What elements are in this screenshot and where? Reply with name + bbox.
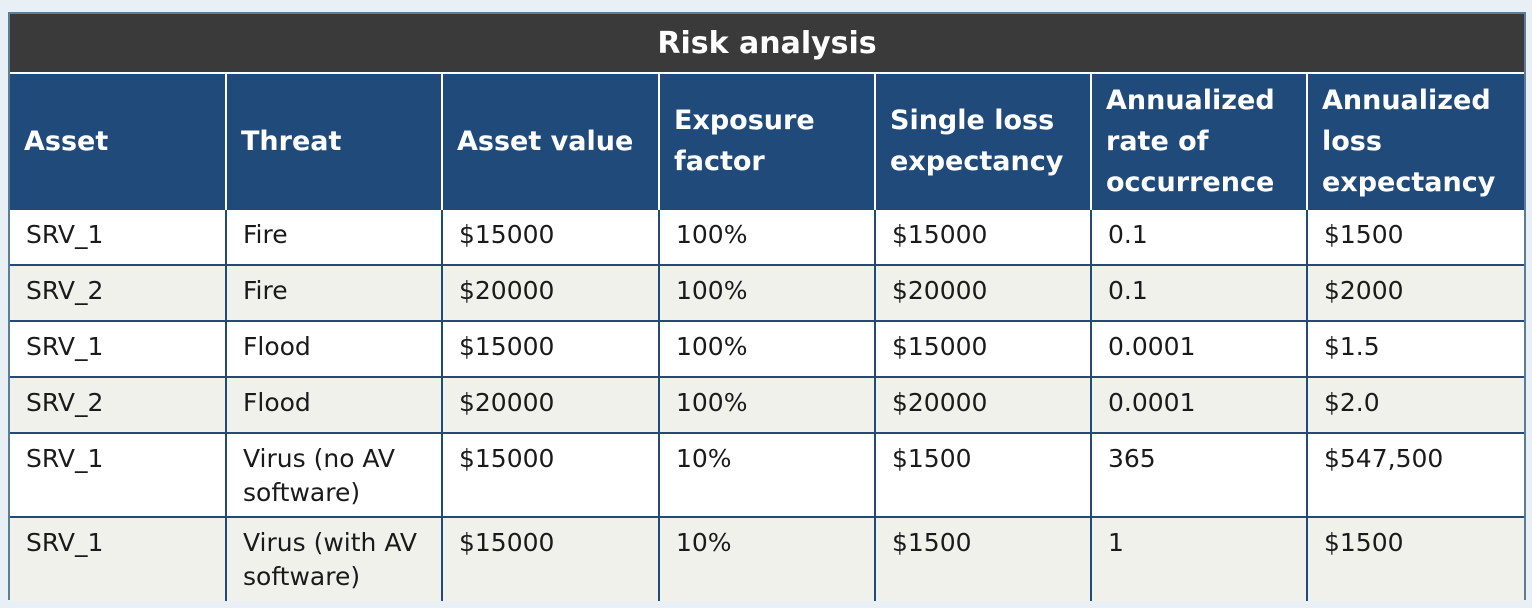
cell-asset: SRV_1 xyxy=(10,432,226,517)
cell-single-loss-expectancy: $15000 xyxy=(874,208,1091,265)
table-row: SRV_1 Fire $15000 100% $15000 0.1 $1500 xyxy=(10,208,1525,265)
cell-single-loss-expectancy: $1500 xyxy=(874,516,1091,601)
cell-exposure-factor: 10% xyxy=(658,432,875,517)
cell-threat: Virus (with AV software) xyxy=(225,516,442,601)
cell-annualized-rate-of-occurrence: 0.1 xyxy=(1090,208,1307,265)
cell-annualized-loss-expectancy: $1500 xyxy=(1305,516,1525,601)
cell-asset-value: $20000 xyxy=(441,376,659,433)
cell-threat: Fire xyxy=(225,208,442,265)
cell-threat: Flood xyxy=(225,376,442,433)
cell-exposure-factor: 100% xyxy=(658,376,875,433)
cell-exposure-factor: 10% xyxy=(658,516,875,601)
cell-annualized-rate-of-occurrence: 0.0001 xyxy=(1090,376,1307,433)
risk-analysis-table-frame: Risk analysis Asset Threat Asset value E… xyxy=(8,12,1526,601)
cell-annualized-rate-of-occurrence: 0.0001 xyxy=(1090,320,1307,377)
cell-threat: Virus (no AV software) xyxy=(225,432,442,517)
column-header-annualized-loss-expectancy: Annualized loss expectancy xyxy=(1305,73,1525,209)
cell-exposure-factor: 100% xyxy=(658,264,875,321)
cell-single-loss-expectancy: $1500 xyxy=(874,432,1091,517)
column-header-single-loss-expectancy: Single loss expectancy xyxy=(874,73,1091,209)
column-header-exposure-factor: Exposure factor xyxy=(658,73,875,209)
cell-exposure-factor: 100% xyxy=(658,208,875,265)
table-title: Risk analysis xyxy=(10,14,1525,74)
cell-single-loss-expectancy: $20000 xyxy=(874,264,1091,321)
cell-asset: SRV_1 xyxy=(10,320,226,377)
cell-annualized-loss-expectancy: $2000 xyxy=(1305,264,1525,321)
cell-asset-value: $15000 xyxy=(441,320,659,377)
cell-threat: Fire xyxy=(225,264,442,321)
cell-exposure-factor: 100% xyxy=(658,320,875,377)
cell-asset-value: $15000 xyxy=(441,516,659,601)
cell-threat: Flood xyxy=(225,320,442,377)
header-row: Asset Threat Asset value Exposure factor… xyxy=(10,73,1525,209)
column-header-asset: Asset xyxy=(10,73,226,209)
cell-asset-value: $15000 xyxy=(441,208,659,265)
cell-single-loss-expectancy: $20000 xyxy=(874,376,1091,433)
cell-asset: SRV_2 xyxy=(10,376,226,433)
column-header-annualized-rate-of-occurrence: Annualized rate of occurrence xyxy=(1090,73,1307,209)
column-header-asset-value: Asset value xyxy=(441,73,659,209)
cell-annualized-rate-of-occurrence: 365 xyxy=(1090,432,1307,517)
risk-analysis-table: Risk analysis Asset Threat Asset value E… xyxy=(10,14,1525,601)
cell-annualized-loss-expectancy: $547,500 xyxy=(1305,432,1525,517)
cell-single-loss-expectancy: $15000 xyxy=(874,320,1091,377)
cell-asset: SRV_1 xyxy=(10,208,226,265)
table-row: SRV_2 Fire $20000 100% $20000 0.1 $2000 xyxy=(10,264,1525,321)
cell-asset: SRV_1 xyxy=(10,516,226,601)
table-row: SRV_2 Flood $20000 100% $20000 0.0001 $2… xyxy=(10,376,1525,433)
table-row: SRV_1 Flood $15000 100% $15000 0.0001 $1… xyxy=(10,320,1525,377)
column-header-threat: Threat xyxy=(225,73,442,209)
table-row: SRV_1 Virus (no AV software) $15000 10% … xyxy=(10,432,1525,517)
cell-annualized-loss-expectancy: $1500 xyxy=(1305,208,1525,265)
cell-annualized-rate-of-occurrence: 1 xyxy=(1090,516,1307,601)
cell-annualized-loss-expectancy: $1.5 xyxy=(1305,320,1525,377)
cell-asset-value: $20000 xyxy=(441,264,659,321)
cell-annualized-loss-expectancy: $2.0 xyxy=(1305,376,1525,433)
cell-annualized-rate-of-occurrence: 0.1 xyxy=(1090,264,1307,321)
cell-asset: SRV_2 xyxy=(10,264,226,321)
table-row: SRV_1 Virus (with AV software) $15000 10… xyxy=(10,516,1525,601)
cell-asset-value: $15000 xyxy=(441,432,659,517)
